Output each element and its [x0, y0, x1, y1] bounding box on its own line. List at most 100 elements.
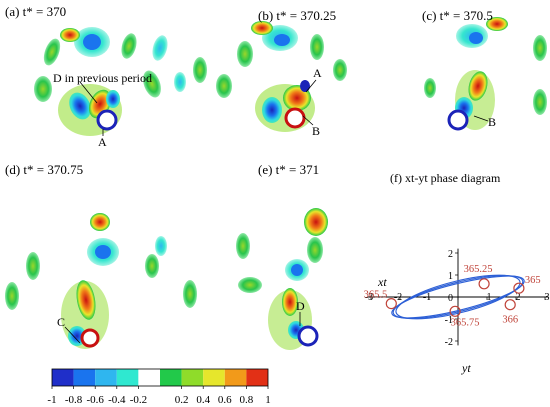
colorbar-swatch — [138, 369, 160, 386]
annotation-line — [64, 326, 81, 344]
colorbar-tick-label: -0.6 — [86, 394, 104, 406]
vortex-blob — [26, 252, 40, 280]
phase-marker — [385, 298, 397, 310]
colorbar-swatch — [95, 369, 117, 386]
colorbar-tick-label: 1 — [265, 394, 271, 406]
label-D: D — [296, 299, 305, 313]
colorbar-swatch — [160, 369, 182, 386]
label-B: B — [488, 115, 496, 129]
vortex-blob — [183, 280, 197, 308]
colorbar-tick-label: 0.4 — [196, 394, 210, 406]
vortex-blob — [238, 277, 262, 293]
vortex-blob — [69, 92, 91, 120]
phase-marker-label: 365.75 — [451, 317, 480, 328]
vortex-blob — [83, 34, 101, 50]
orbit-line — [392, 275, 524, 319]
vortex-blob — [486, 17, 508, 31]
vortex-blob — [95, 245, 111, 259]
panel-a-label: (a) t* = 370 — [5, 4, 66, 19]
phase-marker — [504, 299, 516, 311]
phase-marker — [478, 278, 490, 290]
vortex-blob — [155, 236, 167, 256]
vortex-blob — [193, 57, 207, 83]
vortex-blob — [76, 280, 96, 320]
vortex-blob — [34, 76, 52, 102]
y-axis-label: yt — [461, 361, 471, 375]
orbit-line — [391, 275, 525, 319]
vortex-blob — [237, 41, 253, 67]
y-tick-label: 2 — [448, 249, 453, 260]
phase-marker-label: 365 — [525, 275, 541, 286]
phase-marker-label: 365.25 — [464, 264, 493, 275]
x-tick-label: 1 — [487, 292, 492, 303]
x-tick-label: 2 — [516, 292, 521, 303]
panel-c — [424, 17, 547, 131]
colorbar-swatch — [224, 369, 247, 386]
x-tick-label: -1 — [423, 292, 431, 303]
vortex-blob — [333, 59, 347, 81]
annotation-line — [305, 79, 317, 93]
colorbar-swatch — [181, 369, 204, 386]
vortex-blob — [262, 97, 282, 123]
label-B: B — [312, 124, 320, 138]
phase-marker — [513, 282, 525, 294]
vortex-blob — [106, 90, 120, 108]
phase-marker — [449, 305, 461, 317]
vortex-blob — [5, 282, 19, 310]
colorbar-tick-label: -0.4 — [108, 394, 126, 406]
cylinder — [297, 325, 319, 347]
phase-diagram: -3 -2 -1 1 2 3 2 1 0 -1 -2 365.25 365 365.5 366 365.75 x… — [364, 248, 550, 375]
colorbar-tick-label: -0.8 — [65, 394, 83, 406]
vortex-blob — [174, 72, 186, 92]
vortex-blob — [274, 34, 290, 46]
panel-d-label: (d) t* = 370.75 — [5, 162, 83, 177]
vortex-blob — [43, 38, 61, 66]
vortex-blob — [310, 34, 324, 60]
colorbar-tick-label: -0.2 — [130, 394, 147, 406]
panel-a — [34, 27, 207, 136]
y-tick-label: 1 — [448, 271, 453, 282]
colorbar-tick-label: 0.8 — [240, 394, 254, 406]
annotation-line — [473, 115, 489, 122]
vortex-blob — [236, 233, 250, 259]
x-axis-label: xt — [377, 275, 387, 289]
colorbar-tick-label: -1 — [47, 394, 56, 406]
y-tick-label: 0 — [448, 293, 453, 304]
panel-d — [5, 213, 197, 349]
colorbar-tick-label: 0.2 — [175, 394, 189, 406]
x-tick-label: 3 — [545, 292, 550, 303]
panel-f-label: (f) xt-yt phase diagram — [390, 171, 501, 185]
colorbar-frame — [51, 368, 269, 387]
colorbar-swatch — [246, 369, 268, 386]
colorbar-swatch — [203, 369, 225, 386]
label-A: A — [313, 66, 322, 80]
vortex-blob — [60, 28, 80, 42]
panel-e — [236, 208, 328, 350]
vortex-blob — [216, 74, 232, 98]
cylinder — [80, 328, 100, 348]
x-tick-label: -3 — [365, 292, 373, 303]
phase-marker-label: 365.5 — [364, 290, 388, 301]
panel-e-label: (e) t* = 371 — [258, 162, 319, 177]
vortex-blob — [145, 254, 159, 278]
vortex-blob — [282, 288, 298, 316]
colorbar-swatch — [116, 369, 139, 386]
vortex-blob — [251, 21, 273, 35]
label-d-previous: D in previous period — [53, 71, 152, 85]
x-tick-label: -2 — [394, 292, 402, 303]
vortex-blob — [152, 35, 168, 61]
panel-b-label: (b) t* = 370.25 — [258, 8, 336, 23]
vortex-blob — [300, 80, 310, 92]
orbit-line — [395, 274, 521, 320]
y-tick-label: -1 — [445, 315, 453, 326]
cylinder — [96, 109, 118, 131]
label-A: A — [98, 135, 107, 149]
vortex-blob — [143, 70, 161, 98]
colorbar: -1 -0.8 -0.6 -0.4 -0.2 0.2 0.4 0.6 0.8 1 — [47, 368, 271, 406]
vortex-blob — [90, 213, 110, 231]
vortex-blob — [469, 32, 483, 44]
colorbar-tick-label: 0.6 — [218, 394, 232, 406]
vortex-blob — [468, 71, 488, 101]
annotation-line — [79, 81, 98, 104]
vortex-blob — [304, 208, 328, 236]
